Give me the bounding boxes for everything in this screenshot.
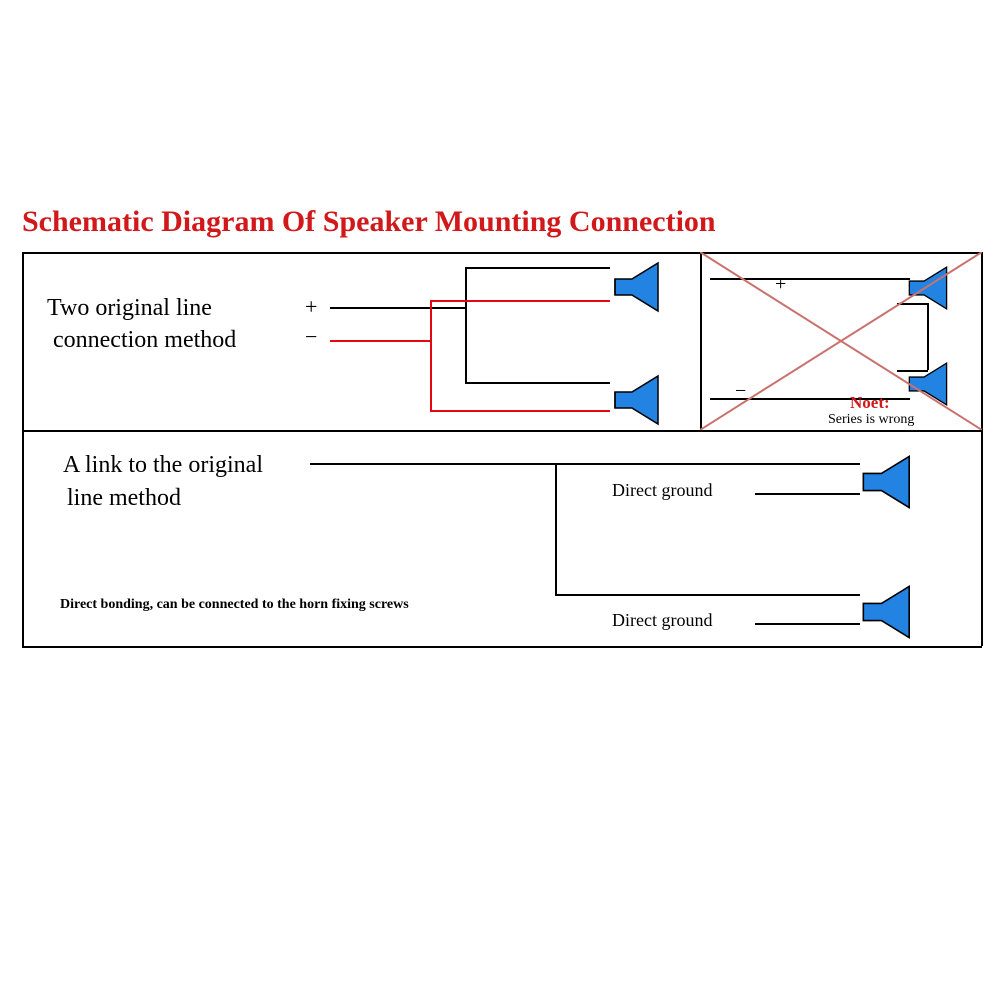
p2-ground-top bbox=[755, 493, 860, 495]
p1-pos-v bbox=[465, 267, 467, 383]
p1-neg-top-h bbox=[430, 300, 610, 302]
box-left-border bbox=[22, 252, 24, 646]
p1-speaker-top bbox=[610, 257, 670, 317]
p2-footnote: Direct bonding, can be connected to the … bbox=[60, 597, 409, 613]
pw-cross bbox=[700, 252, 982, 430]
panel1-label-line1: Two original line bbox=[47, 295, 212, 322]
panel1-plus: + bbox=[305, 294, 317, 320]
panel1-label-line2: connection method bbox=[53, 327, 236, 354]
p1-neg-h1 bbox=[330, 340, 430, 342]
panel2-label-line1: A link to the original bbox=[63, 452, 263, 479]
p2-pos-bot-h bbox=[555, 594, 860, 596]
p1-neg-bot-h bbox=[430, 410, 610, 412]
p1-neg-v bbox=[430, 300, 432, 412]
p1-pos-bot-h bbox=[465, 382, 610, 384]
p2-speaker-top bbox=[858, 450, 922, 514]
p1-speaker-bottom bbox=[610, 370, 670, 430]
panel2-label-line2: line method bbox=[67, 485, 181, 512]
p1-pos-h1 bbox=[330, 307, 465, 309]
p2-speaker-bottom bbox=[858, 580, 922, 644]
p2-dg-bot: Direct ground bbox=[612, 610, 712, 631]
box-mid-border bbox=[22, 430, 982, 432]
diagram-title: Schematic Diagram Of Speaker Mounting Co… bbox=[22, 205, 716, 239]
p1-pos-top-h bbox=[465, 267, 610, 269]
p2-pos-main bbox=[310, 463, 555, 465]
p2-dg-top: Direct ground bbox=[612, 480, 712, 501]
panel1-minus: − bbox=[305, 324, 317, 350]
pw-note-text: Series is wrong bbox=[828, 412, 914, 428]
p2-pos-top-h bbox=[555, 463, 860, 465]
box-bottom-border bbox=[22, 646, 982, 648]
pw-note-label: Noet: bbox=[850, 393, 890, 413]
p2-pos-v bbox=[555, 463, 557, 595]
p2-ground-bot bbox=[755, 623, 860, 625]
